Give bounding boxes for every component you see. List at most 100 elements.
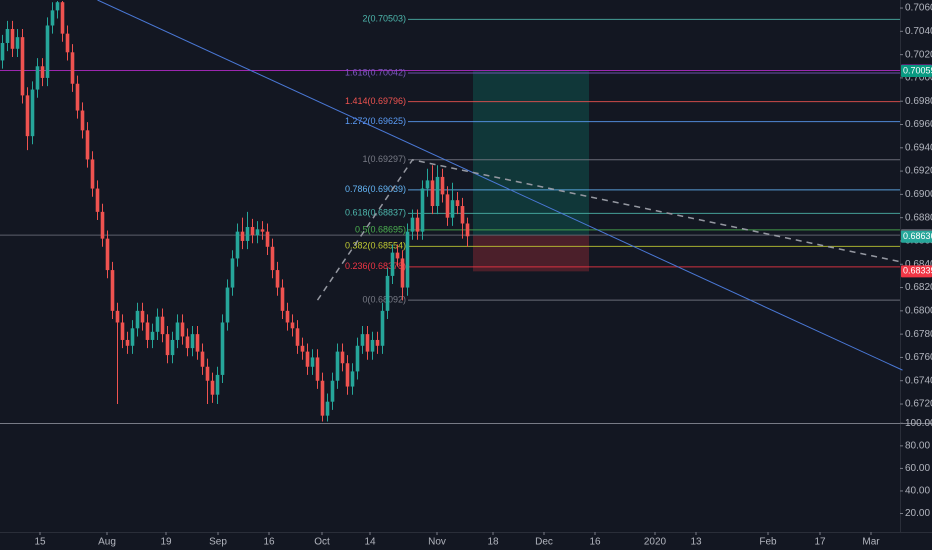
candle-body [440,176,445,195]
candle-body [240,231,245,241]
candle-body [425,180,430,189]
candle-body [385,275,390,311]
candle-body [415,217,420,232]
y-tick-label: 0.67400 [905,375,932,386]
candle-body [455,200,460,207]
y-tick-label: 0.67600 [905,352,932,363]
candle-body [315,357,320,381]
candle-body [105,238,110,271]
candle-body [405,231,410,288]
y-tick-label: 0.69600 [905,119,932,130]
candle-body [270,246,275,271]
candle-body [60,2,65,34]
candle-body [310,357,315,367]
x-tick-label: Mar [862,537,880,548]
candle-body [155,316,160,332]
candle-body [150,331,155,340]
candle-body [215,374,220,395]
y-tick-label: 0.70000 [905,73,932,84]
y-tick-label: 60.00 [905,463,930,474]
candle-body [145,322,150,340]
x-tick-label: 17 [814,537,826,548]
candle-body [115,310,120,323]
candle-body [350,371,355,387]
y-tick-label: 0.67800 [905,329,932,340]
price-badge [901,230,932,243]
candle-body [220,322,225,375]
fib-level-label: 0.618(0.68837) [345,208,406,218]
fib-level-label: 1.618(0.70042) [345,67,406,77]
fib-level-label: 0.786(0.69039) [345,184,406,194]
candle-body [190,334,195,349]
dashed-path [316,158,903,301]
stop-zone [473,235,589,272]
candle-body [210,380,215,395]
fib-level-label: 0.382(0.68554) [345,241,406,251]
candle-body [5,28,10,43]
candle-body [10,28,15,49]
candle-body [45,25,50,78]
candle-body [290,322,295,329]
trendline [97,0,903,371]
price-badge-label: 0.70059 [903,65,932,75]
x-tick-label: 2020 [644,537,667,548]
x-tick-label: 19 [160,537,172,548]
x-tick-label: Dec [535,537,553,548]
candle-body [260,229,265,232]
candle-body [320,380,325,416]
x-tick-label: 16 [589,537,601,548]
candle-body [375,339,380,346]
candle-body [445,194,450,218]
candle-body [120,322,125,340]
fib-level-label: 0.236(0.68378) [345,261,406,271]
y-tick-label: 0.70200 [905,49,932,60]
candle-body [430,180,435,207]
candle-body [300,345,305,352]
candle-body [335,351,340,381]
candle-body [390,252,395,276]
x-tick-label: Oct [314,537,330,548]
candle-body [255,229,260,236]
x-tick-label: Nov [428,537,446,548]
candle-body [95,188,100,212]
y-tick-label: 0.70400 [905,26,932,37]
y-tick-label: 0.69800 [905,96,932,107]
candle-body [20,37,25,96]
x-tick-label: 18 [487,537,499,548]
x-tick-label: 14 [364,537,376,548]
price-badge [901,65,932,78]
y-tick-label: 100.00 [905,418,932,429]
candle-body [275,270,280,288]
candle-body [85,130,90,160]
candle-body [15,37,20,49]
candle-body [35,66,40,90]
candle-body [355,345,360,372]
candle-body [460,206,465,224]
candle-body [125,339,130,346]
y-tick-label: 0.68400 [905,259,932,270]
candle-body [265,231,270,247]
candle-body [185,336,190,349]
candle-body [75,83,80,111]
candle-body [80,110,85,131]
candle-body [465,223,470,237]
candle-body [380,310,385,346]
candle-body [90,159,95,189]
y-tick-label: 0.69400 [905,142,932,153]
y-tick-label: 0.69200 [905,166,932,177]
candle-body [365,334,370,352]
price-badge-label: 0.68636 [903,231,932,241]
y-tick-label: 0.68200 [905,282,932,293]
candle-body [70,52,75,84]
candle-body [65,33,70,53]
candle-body [285,310,290,323]
candle-body [160,316,165,335]
candle-body [170,339,175,356]
candle-body [205,366,210,381]
price-badge-label: 0.68339 [903,266,932,276]
candle-body [280,287,285,311]
y-tick-label: 40.00 [905,486,930,497]
candle-body [100,211,105,239]
candle-body [250,226,255,236]
